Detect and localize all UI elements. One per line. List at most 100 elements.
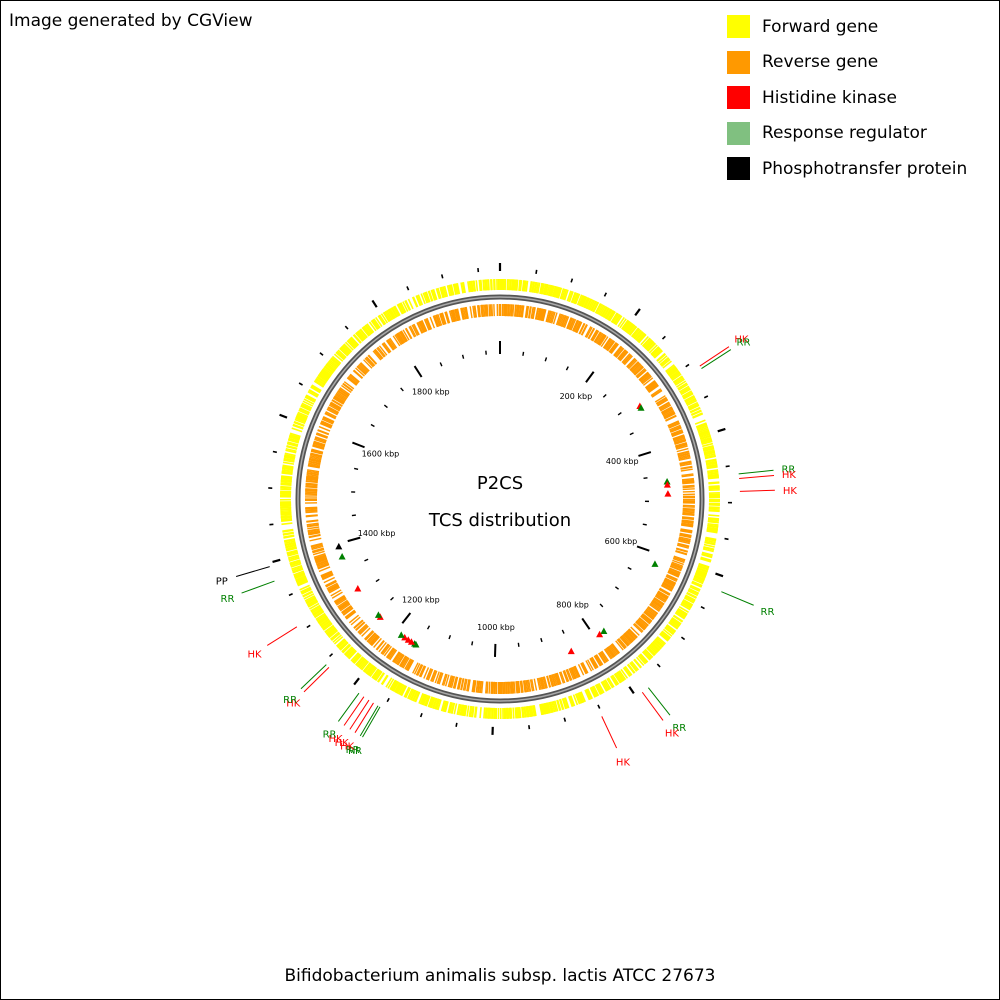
reverse-gene-tick — [308, 460, 321, 465]
reverse-gene-tick — [585, 326, 593, 339]
outer-tick — [353, 677, 360, 686]
hk-label: HK — [665, 729, 680, 740]
forward-gene-tick — [679, 385, 690, 393]
forward-gene-tick — [529, 281, 533, 293]
reverse-gene-tick — [639, 373, 650, 382]
forward-gene-tick — [594, 684, 602, 696]
hk-label: HK — [616, 758, 631, 769]
reverse-gene-tick — [337, 600, 349, 609]
rr-label: RR — [348, 746, 362, 757]
reverse-gene-tick — [489, 304, 492, 317]
rr-marker — [600, 627, 608, 635]
forward-gene-tick — [383, 311, 391, 322]
forward-gene-tick — [284, 540, 296, 545]
forward-gene-tick — [708, 514, 720, 517]
forward-gene-tick — [369, 667, 378, 678]
forward-gene-tick — [456, 283, 461, 295]
forward-gene-tick — [646, 647, 656, 657]
reverse-gene-tick — [367, 354, 378, 365]
forward-gene-tick — [431, 697, 437, 709]
reverse-gene-tick — [585, 660, 593, 672]
forward-gene-tick — [406, 688, 414, 700]
rr-label: RR — [221, 594, 235, 605]
reverse-gene-tick — [334, 393, 346, 402]
reverse-gene-tick — [312, 550, 325, 556]
forward-gene-tick — [566, 290, 572, 302]
reverse-gene-tick — [348, 375, 359, 384]
hk-leader-line — [349, 699, 370, 730]
reverse-gene-tick — [475, 680, 479, 693]
forward-gene-tick — [655, 637, 666, 646]
reverse-gene-tick — [306, 475, 319, 479]
reverse-gene-tick — [657, 399, 669, 407]
forward-gene-tick — [561, 288, 566, 300]
reverse-gene-tick — [349, 373, 360, 383]
forward-gene-tick — [613, 673, 622, 684]
forward-gene-tick — [359, 328, 368, 339]
outer-tick — [661, 335, 666, 340]
reverse-gene-tick — [527, 679, 532, 692]
reverse-gene-tick — [488, 681, 491, 694]
forward-gene-tick — [287, 554, 299, 559]
forward-gene-tick — [284, 541, 296, 546]
forward-gene-tick — [662, 360, 672, 369]
forward-gene-tick — [708, 482, 720, 485]
reverse-gene-tick — [338, 388, 350, 397]
outer-tick — [306, 624, 311, 629]
reverse-gene-tick — [662, 408, 674, 416]
forward-gene-tick — [333, 636, 344, 645]
center-subtitle: TCS distribution — [428, 510, 571, 531]
reverse-gene-tick — [666, 574, 678, 581]
reverse-gene-tick — [397, 332, 406, 344]
forward-gene-tick — [380, 313, 389, 324]
forward-gene-tick — [344, 341, 354, 351]
reverse-gene-tick — [560, 671, 566, 684]
legend-item-histidine-kinase: Histidine kinase — [727, 80, 967, 116]
forward-gene-tick — [316, 613, 327, 622]
forward-gene-tick — [309, 602, 320, 610]
reverse-gene-tick — [423, 318, 430, 331]
forward-gene-tick — [563, 289, 569, 301]
reverse-gene-tick — [480, 681, 484, 694]
forward-gene-tick — [459, 704, 464, 716]
forward-gene-tick — [350, 652, 360, 662]
forward-gene-tick — [707, 520, 719, 524]
forward-gene-tick — [576, 294, 583, 306]
rr-marker — [397, 631, 405, 638]
reverse-gene-tick — [681, 473, 694, 477]
ruler-tick — [400, 387, 404, 392]
forward-gene-tick — [365, 324, 374, 334]
reverse-gene-tick — [648, 384, 659, 394]
forward-gene-tick — [652, 640, 662, 650]
forward-gene-tick — [544, 284, 549, 296]
forward-gene-tick — [380, 674, 389, 685]
reverse-gene-tick — [515, 681, 518, 694]
forward-gene-tick — [284, 452, 296, 457]
forward-gene-tick — [601, 306, 609, 317]
forward-gene-tick — [435, 288, 441, 300]
forward-gene-tick — [302, 590, 313, 597]
ruler-tick — [602, 393, 607, 398]
ruler-tick — [617, 412, 622, 416]
reverse-gene-tick — [469, 306, 473, 319]
reverse-gene-tick — [358, 624, 368, 634]
rr-leader-line — [359, 705, 379, 737]
reverse-gene-tick — [673, 556, 686, 562]
reverse-gene-tick — [447, 675, 453, 688]
forward-gene-tick — [297, 411, 309, 418]
forward-gene-tick — [702, 442, 714, 448]
forward-gene-tick — [300, 586, 311, 593]
reverse-gene-tick — [656, 592, 668, 601]
reverse-gene-tick — [610, 343, 619, 355]
forward-gene-tick — [595, 303, 602, 314]
hk-label: HK — [286, 698, 301, 709]
reverse-gene-tick — [569, 667, 576, 680]
forward-gene-tick — [684, 595, 695, 603]
forward-gene-tick — [598, 682, 605, 694]
forward-gene-tick — [289, 433, 301, 439]
forward-gene-tick — [280, 485, 292, 489]
reverse-gene-tick — [364, 357, 374, 368]
forward-gene-tick — [412, 296, 419, 308]
reverse-gene-tick — [312, 443, 325, 449]
reverse-gene-tick — [425, 668, 432, 680]
